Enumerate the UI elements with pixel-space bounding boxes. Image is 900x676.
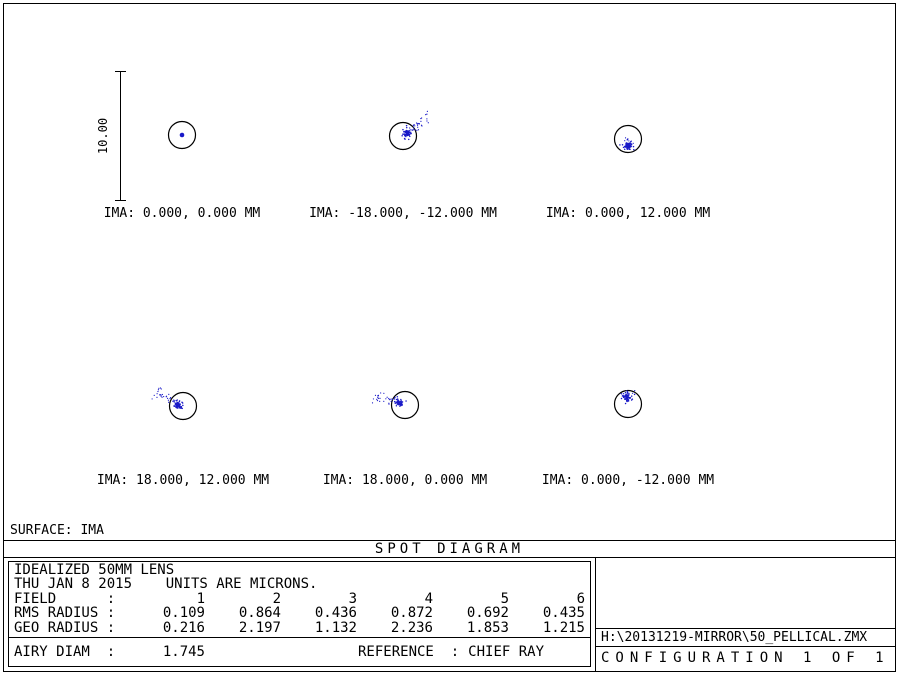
ray-spot-cluster <box>179 132 185 138</box>
spot-group: IMA: 0.000, 12.000 MM <box>546 124 711 221</box>
ray-spot-cluster <box>151 387 184 410</box>
spot-ima-label: IMA: -18.000, -12.000 MM <box>309 206 497 221</box>
reference-label: REFERENCE : <box>358 644 460 660</box>
date-units-row: THU JAN 8 2015 UNITS ARE MICRONS. <box>14 577 317 591</box>
geo-radius-value: 1.853 <box>466 620 509 636</box>
spot-group: IMA: -18.000, -12.000 MM <box>309 110 497 221</box>
lens-file-path: H:\20131219-MIRROR\50_PELLICAL.ZMX <box>601 630 868 645</box>
rms-radius-value: 0.109 <box>162 605 205 621</box>
rms-radius-row: RMS RADIUS : 0.109 0.864 0.436 0.872 0.6… <box>14 606 585 620</box>
lens-title: IDEALIZED 50MM LENS <box>14 562 175 578</box>
reference-value: CHIEF RAY <box>468 644 545 660</box>
info-box-border <box>8 561 591 667</box>
field-row: FIELD : 1 2 3 4 5 6 <box>14 592 585 606</box>
diagram-title: SPOT DIAGRAM <box>374 541 525 557</box>
spot-plot-area: 10.00 IMA: 0.000, 0.000 MM IMA: -18.000, … <box>96 71 714 488</box>
airy-disk-circle <box>613 124 643 154</box>
airy-disk-circle <box>388 121 418 151</box>
rms-radius-value: 0.872 <box>390 605 433 621</box>
rms-radius-value: 0.435 <box>542 605 585 621</box>
spot-ima-label: IMA: 18.000, 12.000 MM <box>97 473 269 488</box>
rms-radius-value: 0.692 <box>466 605 509 621</box>
spot-group: IMA: 18.000, 12.000 MM <box>97 387 269 488</box>
ray-spot-cluster <box>401 110 429 141</box>
geo-radius-row: GEO RADIUS : 0.216 2.197 1.132 2.236 1.8… <box>14 621 585 635</box>
file-box-rule-mid <box>595 646 896 647</box>
spot-ima-label: IMA: 0.000, -12.000 MM <box>542 473 714 488</box>
ray-spot-cluster <box>371 392 407 407</box>
geo-radius-value: 2.197 <box>238 620 281 636</box>
file-box-rule-top <box>595 628 896 629</box>
geo-radius-value: 0.216 <box>162 620 205 636</box>
airy-row-spacer <box>205 645 358 659</box>
scale-bar: 10.00 <box>96 71 126 201</box>
date-units-text: THU JAN 8 2015 UNITS ARE MICRONS. <box>14 576 318 592</box>
airy-disk-circle <box>613 389 643 419</box>
field-number: 6 <box>576 591 585 607</box>
geo-radius-value: 1.132 <box>314 620 357 636</box>
spot-ima-label: IMA: 0.000, 0.000 MM <box>104 206 261 221</box>
airy-diam-label: AIRY DIAM : <box>14 644 116 660</box>
plot-frame <box>3 3 896 672</box>
ray-spot-cluster <box>619 137 635 151</box>
field-number: 2 <box>272 591 281 607</box>
diagram-title-bar: SPOT DIAGRAM <box>3 540 896 558</box>
ray-spot-cluster <box>620 390 636 405</box>
field-number: 5 <box>500 591 509 607</box>
field-number: 4 <box>424 591 433 607</box>
spot-group: IMA: 18.000, 0.000 MM <box>323 390 488 488</box>
field-row-label: FIELD : <box>14 591 116 607</box>
spot-group: IMA: 0.000, 0.000 MM <box>104 120 261 221</box>
surface-label: SURFACE: IMA <box>10 523 104 538</box>
rms-radius-label: RMS RADIUS : <box>14 605 116 621</box>
airy-disk-circle <box>390 390 420 420</box>
scale-bar-value: 10.00 <box>96 118 110 154</box>
airy-diam-value: 1.745 <box>162 644 205 660</box>
spot-grid: IMA: 0.000, 0.000 MM IMA: -18.000, -12.00… <box>97 110 714 488</box>
field-number: 1 <box>196 591 205 607</box>
geo-radius-value: 1.215 <box>542 620 585 636</box>
configuration-label: CONFIGURATION 1 OF 1 <box>601 650 890 666</box>
airy-disk-circle <box>167 120 197 150</box>
rms-radius-value: 0.436 <box>314 605 357 621</box>
bottom-panel-divider <box>595 558 596 672</box>
info-box-rule <box>8 637 591 638</box>
spot-ima-label: IMA: 18.000, 0.000 MM <box>323 473 488 488</box>
airy-disk-circle <box>168 391 198 421</box>
rms-radius-value: 0.864 <box>238 605 281 621</box>
lens-title-row: IDEALIZED 50MM LENS <box>14 563 174 577</box>
spot-group: IMA: 0.000, -12.000 MM <box>542 389 714 488</box>
spot-ima-label: IMA: 0.000, 12.000 MM <box>546 206 711 221</box>
geo-radius-label: GEO RADIUS : <box>14 620 116 636</box>
field-number: 3 <box>348 591 357 607</box>
airy-diam-row: AIRY DIAM : 1.745 REFERENCE : CHIEF RAY <box>14 645 544 659</box>
geo-radius-value: 2.236 <box>390 620 433 636</box>
reference-spacer <box>459 645 468 659</box>
